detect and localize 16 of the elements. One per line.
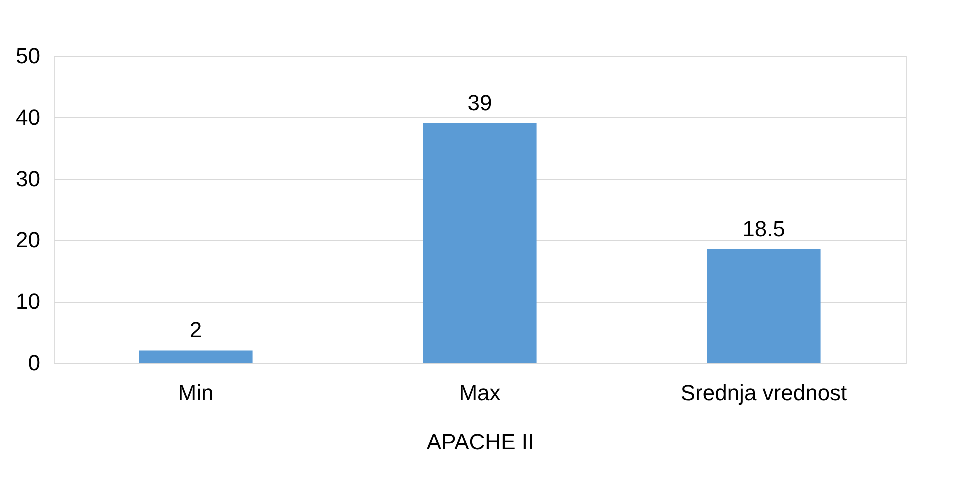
data-label: 18.5 xyxy=(742,216,786,242)
x-axis-title: APACHE II xyxy=(426,430,534,454)
bar xyxy=(423,124,537,363)
y-tick-label: 20 xyxy=(16,228,40,253)
x-tick-label: Min xyxy=(178,380,214,406)
y-tick-label: 0 xyxy=(28,350,40,376)
data-label: 2 xyxy=(190,318,202,343)
bar xyxy=(139,350,253,363)
data-label: 39 xyxy=(468,90,492,116)
x-tick-label: Max xyxy=(459,380,501,406)
y-tick-label: 10 xyxy=(16,289,40,314)
y-tick-label: 50 xyxy=(16,44,40,68)
y-tick-label: 40 xyxy=(16,104,40,130)
x-tick-label: Srednja vrednost xyxy=(680,380,848,406)
bar xyxy=(707,249,821,363)
y-tick-label: 30 xyxy=(16,166,40,192)
